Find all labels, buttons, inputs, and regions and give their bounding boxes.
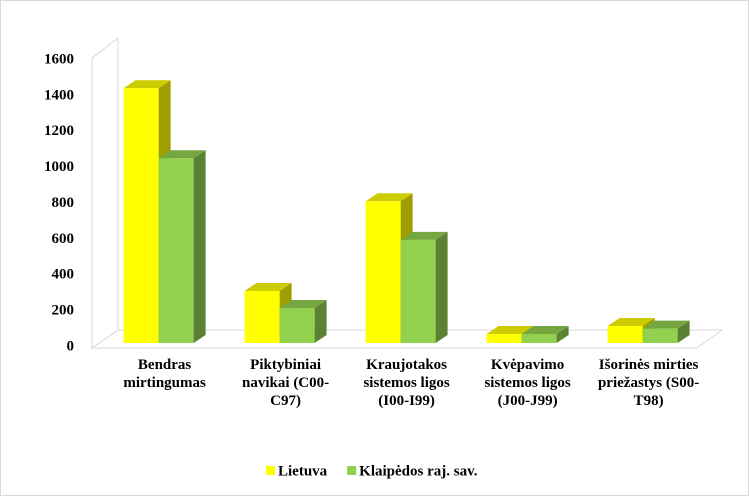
y-tick-label: 1600 (44, 51, 74, 67)
bar-top (521, 326, 569, 335)
bar (279, 308, 315, 343)
y-tick-label: 1000 (44, 159, 74, 175)
bar-side (193, 150, 206, 343)
bar-top (279, 300, 327, 309)
legend-label: Lietuva (278, 463, 328, 479)
bar (123, 88, 159, 343)
bar (400, 239, 436, 343)
bar-top (400, 231, 448, 240)
x-tick-label: Išorinės mirties priežastys (S00-T98) (597, 357, 700, 409)
y-tick-label: 800 (52, 195, 75, 211)
bar (607, 325, 643, 343)
x-tick-label: Bendras mirtingumas (123, 357, 206, 391)
y-tick-label: 1200 (44, 123, 74, 139)
bar (642, 328, 678, 343)
bar (365, 201, 401, 343)
bar (158, 158, 194, 343)
bar-side (556, 326, 569, 343)
floor (90, 329, 724, 349)
bar-top (486, 326, 534, 335)
bar-top (123, 80, 171, 89)
x-tick-label: Kvėpavimo sistemos ligos (J00-J99) (484, 357, 571, 409)
y-tick-label: 0 (67, 338, 75, 354)
y-tick-label: 400 (52, 267, 75, 283)
y-tick-label: 200 (52, 303, 75, 319)
bar-top (365, 193, 413, 202)
y-tick-label: 600 (52, 231, 75, 247)
bar (486, 334, 522, 343)
y-tick-label: 1400 (44, 87, 74, 103)
x-tick-label: Piktybiniai navikai (C00-C97) (242, 357, 330, 409)
bar-side (314, 300, 327, 343)
bar-top (607, 317, 655, 326)
bar-side (435, 231, 448, 343)
bar-side (677, 320, 690, 343)
legend-swatch (266, 466, 275, 475)
legend-label: Klaipėdos raj. sav. (359, 463, 478, 479)
bar (244, 290, 280, 343)
bar (521, 334, 557, 343)
legend-swatch (347, 466, 357, 475)
bar-top (244, 282, 292, 291)
bar-top (158, 150, 206, 159)
x-tick-label: Kraujotakos sistemos ligos (I00-I99) (363, 357, 450, 409)
bar-top (642, 320, 690, 329)
